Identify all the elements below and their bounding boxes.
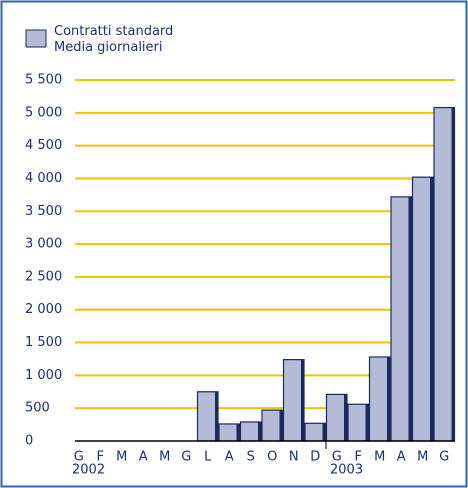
- bar: [347, 403, 370, 442]
- bar-edge: [451, 107, 455, 442]
- bar-face: [368, 356, 391, 442]
- x-tick-label: G: [74, 450, 84, 465]
- y-tick-label: 4 000: [25, 171, 62, 186]
- y-tick-label: 2 500: [25, 269, 62, 284]
- bar: [390, 196, 413, 442]
- bar-edge: [430, 177, 433, 441]
- bar-face: [433, 106, 456, 442]
- x-group-label: 2002: [72, 463, 105, 478]
- bar-face: [239, 421, 262, 442]
- y-tick-label: 2 000: [25, 302, 62, 317]
- bar: [239, 421, 262, 442]
- y-tick-label: 1 000: [25, 368, 62, 383]
- bar-face: [282, 359, 305, 442]
- bar-face: [218, 423, 241, 442]
- x-tick-label: A: [397, 450, 406, 465]
- x-group-label: 2003: [330, 463, 363, 478]
- bar-edge: [365, 404, 369, 441]
- y-tick-label: 5 500: [25, 73, 62, 88]
- bar: [411, 176, 434, 442]
- bar-face: [325, 393, 348, 442]
- y-tick-label: 3 000: [25, 237, 62, 252]
- bar: [218, 423, 241, 442]
- x-tick-label: N: [289, 450, 299, 465]
- x-tick-label: M: [116, 450, 127, 465]
- bar: [304, 422, 327, 442]
- legend-label: Contratti standard Media giornalieri: [54, 24, 174, 55]
- bar-edge: [344, 394, 347, 441]
- bar: [325, 393, 348, 442]
- x-tick-label: A: [225, 450, 234, 465]
- bar-edge: [279, 410, 283, 441]
- bar-face: [304, 422, 327, 442]
- bar: [196, 391, 219, 442]
- bar-edge: [258, 421, 261, 441]
- x-tick-label: L: [204, 450, 212, 465]
- x-tick-label: M: [159, 450, 170, 465]
- x-tick-label: O: [267, 450, 277, 465]
- bar: [261, 409, 284, 442]
- bar-edge: [215, 391, 218, 441]
- bar-edge: [408, 196, 412, 441]
- bar-edge: [322, 423, 326, 441]
- bar-face: [196, 391, 219, 442]
- x-tick-label: G: [439, 450, 449, 465]
- x-tick-label: F: [97, 450, 104, 465]
- x-tick-label: A: [139, 450, 148, 465]
- x-tick-label: F: [355, 450, 362, 465]
- x-tick-label: M: [417, 450, 428, 465]
- y-tick-label: 1 500: [25, 335, 62, 350]
- y-tick-label: 3 500: [25, 204, 62, 219]
- bar-face: [347, 403, 370, 442]
- y-tick-label: 500: [25, 401, 50, 416]
- bar-edge: [236, 423, 240, 441]
- bar-face: [411, 176, 434, 442]
- y-tick-label: 5 000: [25, 105, 62, 120]
- bar: [282, 359, 305, 442]
- bar-edge: [387, 356, 390, 441]
- bar: [368, 356, 391, 442]
- bar-face: [261, 409, 284, 442]
- bar-face: [390, 196, 413, 442]
- bar-edge: [301, 359, 304, 441]
- legend-swatch: [25, 29, 47, 48]
- x-tick-label: S: [247, 450, 255, 465]
- x-tick-label: G: [181, 450, 191, 465]
- x-tick-label: G: [332, 450, 342, 465]
- y-tick-label: 4 500: [25, 138, 62, 153]
- bar: [433, 106, 456, 442]
- x-tick-label: D: [310, 450, 320, 465]
- x-tick-label: M: [374, 450, 385, 465]
- y-tick-label: 0: [25, 434, 33, 449]
